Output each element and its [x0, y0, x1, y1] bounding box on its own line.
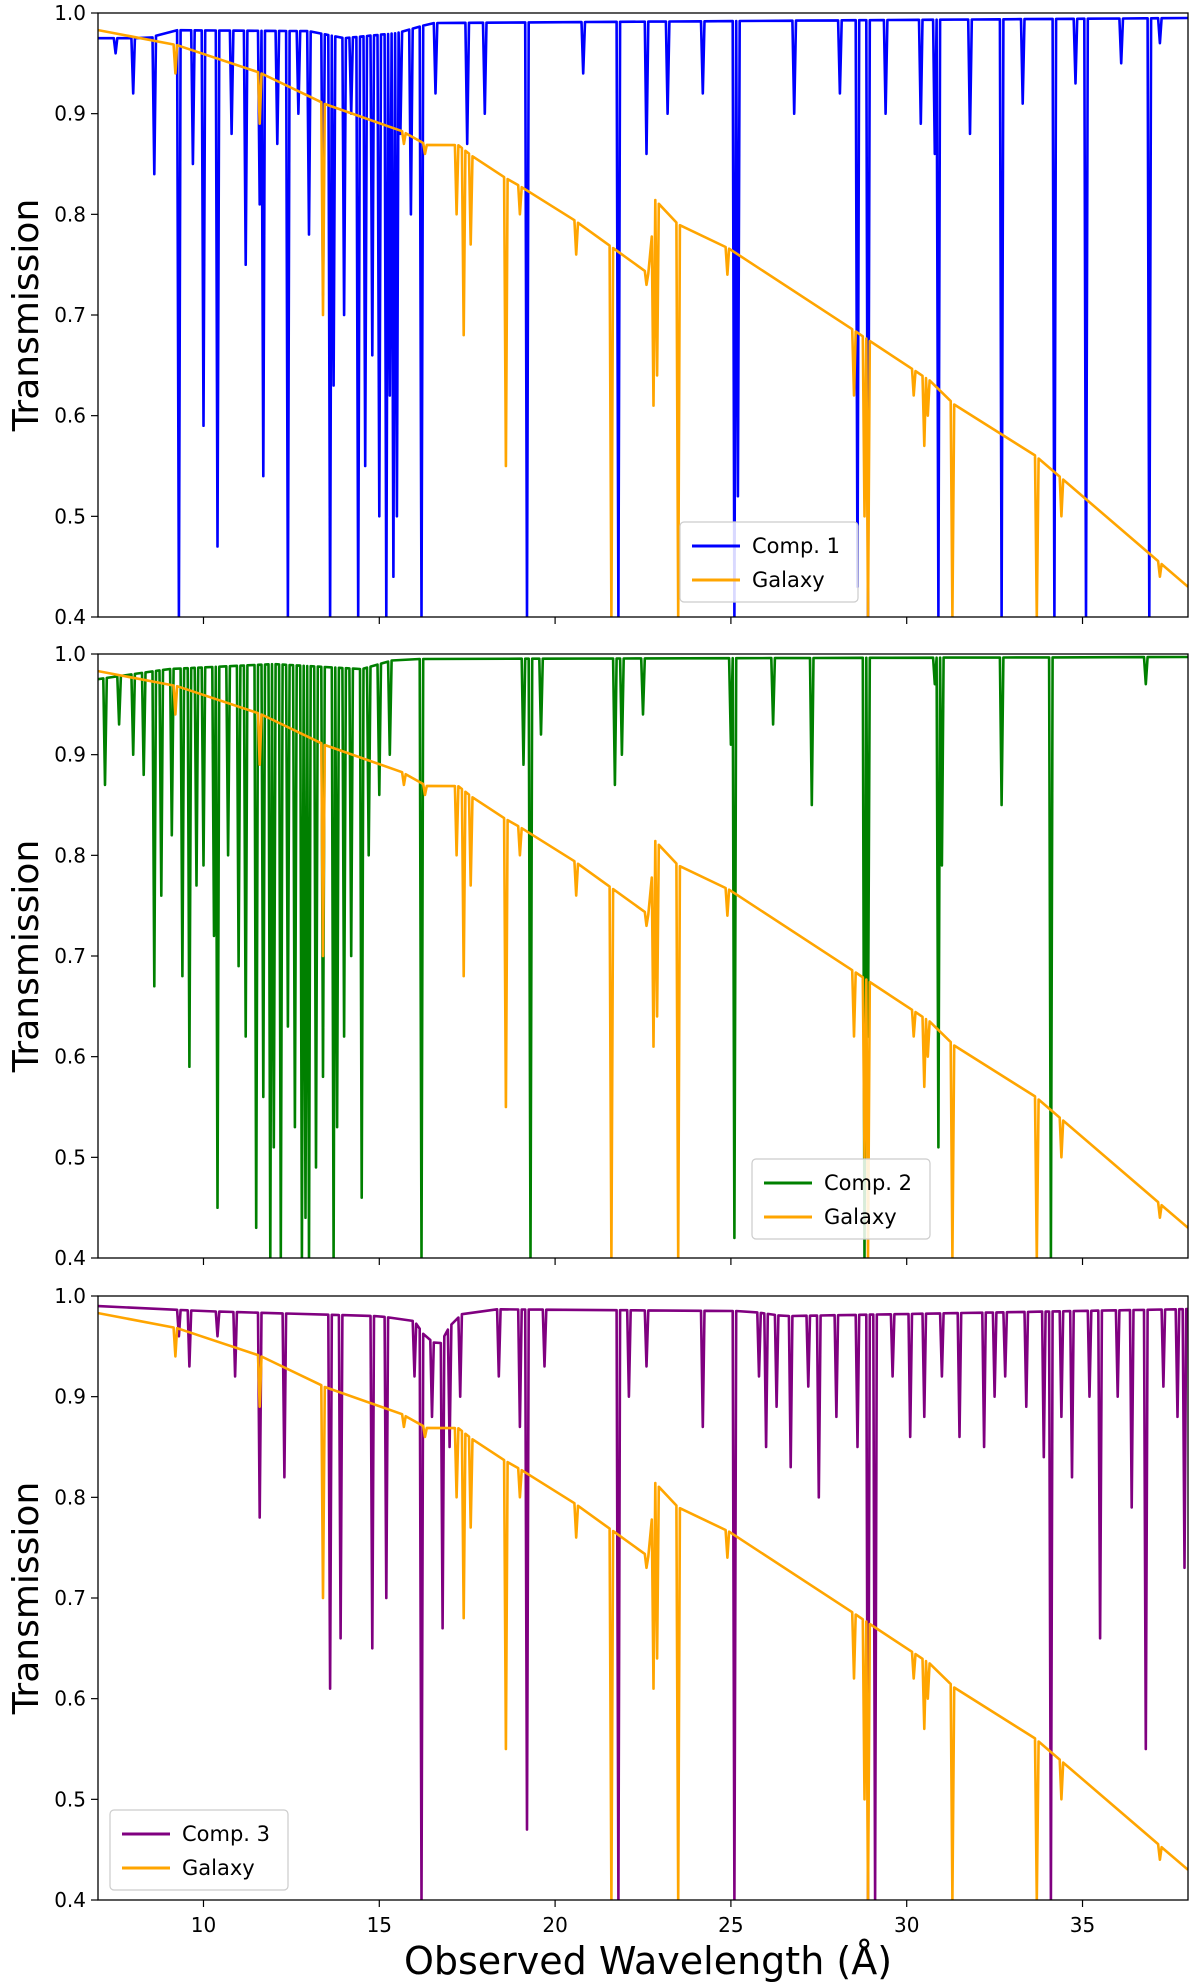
y-axis-label: Transmission	[6, 1482, 47, 1716]
plot-area	[98, 655, 1188, 1258]
series-line-galaxy	[98, 28, 1188, 617]
y-tick-label: 0.8	[54, 843, 86, 867]
x-tick-label: 25	[718, 1913, 743, 1937]
y-tick-label: 0.5	[54, 1145, 86, 1169]
plot-area	[98, 1304, 1188, 1900]
y-tick-label: 0.9	[54, 102, 86, 126]
legend: Comp. 1 Galaxy	[679, 521, 859, 603]
y-tick-label: 0.7	[54, 303, 86, 327]
legend-label: Comp. 3	[182, 1822, 270, 1846]
y-tick-label: 0.8	[54, 202, 86, 226]
legend-label: Galaxy	[182, 1856, 255, 1880]
legend-label: Galaxy	[752, 568, 825, 592]
legend: Comp. 3 Galaxy	[109, 1809, 289, 1891]
plot-area	[98, 16, 1188, 617]
y-tick-label: 0.6	[54, 404, 86, 428]
y-tick-label: 1.0	[54, 642, 86, 666]
y-tick-label: 0.5	[54, 1787, 86, 1811]
y-tick-label: 0.9	[54, 743, 86, 767]
y-tick-label: 0.8	[54, 1485, 86, 1509]
x-tick-label: 15	[367, 1913, 392, 1937]
legend: Comp. 2 Galaxy	[751, 1158, 931, 1240]
y-axis-label: Transmission	[6, 840, 47, 1074]
y-tick-label: 0.6	[54, 1045, 86, 1069]
panel-2: 0.4 0.5 0.6 0.7 0.8 0.9 1.0 Transmission Comp. 2…	[6, 642, 1189, 1270]
series-line-galaxy	[98, 669, 1188, 1258]
series-line-comp-3	[98, 1304, 1188, 1900]
panel-3: 0.4 0.5 0.6 0.7 0.8 0.9 1.0 10 15 20 25 30 35 Transmi…	[6, 1284, 1189, 1937]
legend-label: Comp. 1	[752, 534, 840, 558]
y-tick-label: 0.4	[54, 1246, 86, 1270]
y-tick-label: 0.9	[54, 1385, 86, 1409]
series-line-galaxy	[98, 1311, 1188, 1900]
x-axis-label: Observed Wavelength (Å)	[404, 1939, 892, 1983]
legend-label: Comp. 2	[824, 1171, 912, 1195]
y-axis-label: Transmission	[6, 199, 47, 433]
panel-1: 0.4 0.5 0.6 0.7 0.8 0.9 1.0 Transmission Comp. 1…	[6, 1, 1189, 629]
y-tick-label: 1.0	[54, 1284, 86, 1308]
legend-box	[109, 1809, 289, 1891]
y-tick-label: 0.5	[54, 504, 86, 528]
y-tick-label: 1.0	[54, 1, 86, 25]
y-tick-label: 0.7	[54, 944, 86, 968]
y-tick-label: 0.4	[54, 605, 86, 629]
y-tick-label: 0.4	[54, 1888, 86, 1912]
legend-box	[751, 1158, 931, 1240]
y-tick-label: 0.7	[54, 1586, 86, 1610]
legend-label: Galaxy	[824, 1205, 897, 1229]
y-tick-label: 0.6	[54, 1687, 86, 1711]
legend-box	[679, 521, 859, 603]
x-tick-label: 35	[1070, 1913, 1095, 1937]
x-tick-label: 10	[191, 1913, 216, 1937]
x-tick-label: 20	[542, 1913, 567, 1937]
x-tick-label: 30	[894, 1913, 919, 1937]
